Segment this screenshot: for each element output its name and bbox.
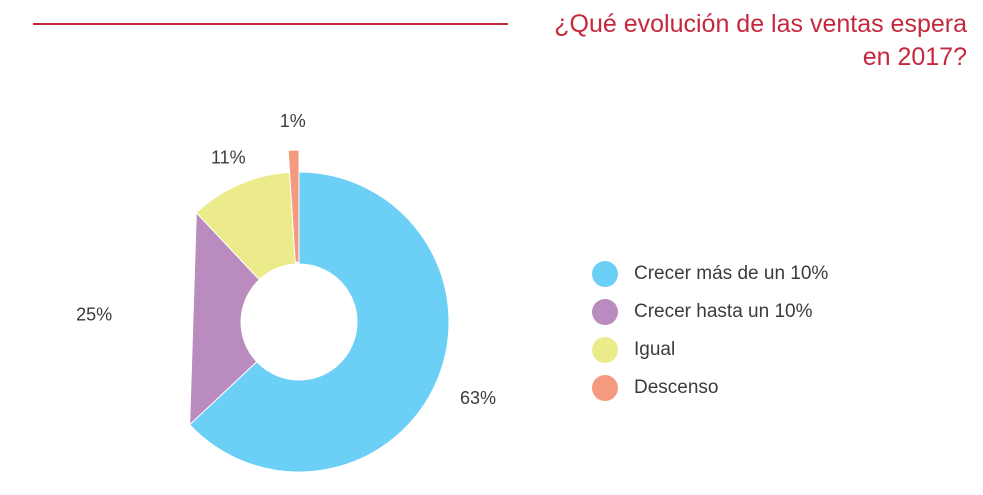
- data-label-crecer-mas-de-un-10: 63%: [460, 388, 496, 408]
- legend-swatch: [592, 299, 618, 325]
- chart-title: ¿Qué evolución de las ventas espera en 2…: [554, 10, 967, 71]
- slice-crecer-hasta-un-10: [189, 211, 261, 426]
- legend-swatch: [592, 261, 618, 287]
- data-label-igual: 11%: [211, 147, 246, 167]
- title-rule: [33, 23, 508, 25]
- slice-descenso: [287, 149, 300, 263]
- slice-crecer-mas-de-un-10: [188, 171, 450, 473]
- legend-label: Crecer hasta un 10%: [634, 301, 813, 322]
- legend-swatch: [592, 337, 618, 363]
- legend-label: Crecer más de un 10%: [634, 263, 829, 284]
- legend-label: Igual: [634, 339, 676, 360]
- legend-item-crecer-hasta-un-10: Crecer hasta un 10%: [592, 293, 828, 331]
- legend-item-descenso: Descenso: [592, 369, 828, 407]
- legend-swatch: [592, 375, 618, 401]
- data-label-crecer-hasta-un-10: 25%: [76, 304, 112, 324]
- legend-item-crecer-mas-de-un-10: Crecer más de un 10%: [592, 255, 828, 293]
- legend: Crecer más de un 10% Crecer hasta un 10% I…: [592, 255, 828, 407]
- legend-label: Descenso: [634, 377, 719, 398]
- data-label-descenso: 1%: [280, 111, 306, 131]
- legend-item-igual: Igual: [592, 331, 828, 369]
